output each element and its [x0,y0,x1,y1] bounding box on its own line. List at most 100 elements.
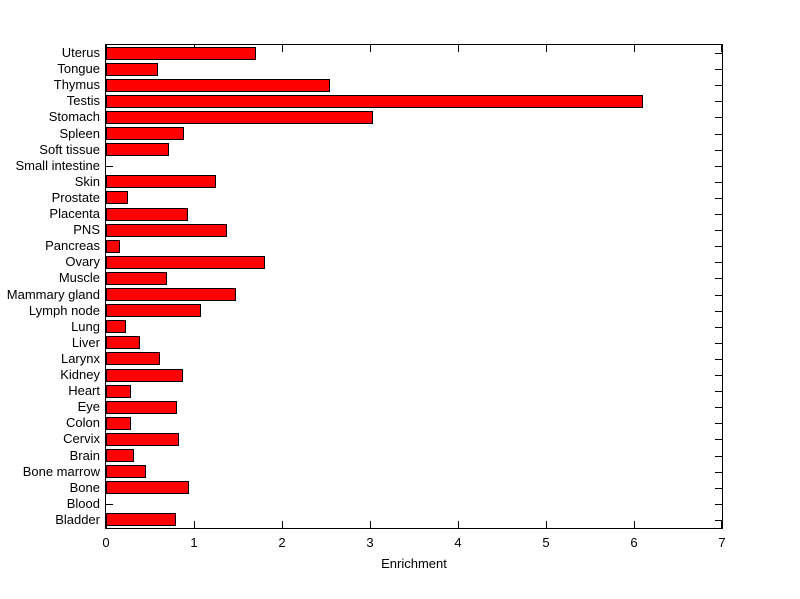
y-tick [715,278,722,279]
y-tick-label: Pancreas [45,238,100,253]
y-tick [715,472,722,473]
x-tick [282,521,283,528]
y-tick [715,117,722,118]
y-tick [715,488,722,489]
x-tick [721,45,722,52]
y-tick-label: Placenta [49,206,100,221]
bar [106,95,643,108]
x-tick [458,521,459,528]
y-tick-label: Lung [71,319,100,334]
bar [106,513,176,526]
y-tick-label: Cervix [63,431,100,446]
y-tick-label: Soft tissue [39,142,100,157]
y-tick-label: Ovary [65,254,100,269]
x-tick [546,521,547,528]
bar [106,449,134,462]
x-tick-label: 5 [542,535,550,550]
y-tick [715,262,722,263]
bar [106,143,169,156]
bar [106,320,126,333]
y-tick [715,182,722,183]
y-tick-label: Brain [69,448,100,463]
y-tick [715,423,722,424]
plot-area [105,44,723,529]
x-tick-label: 0 [102,535,110,550]
y-tick [715,439,722,440]
y-tick-label: Colon [66,415,100,430]
x-tick [721,521,722,528]
y-tick [715,53,722,54]
x-tick-label: 7 [718,535,726,550]
y-tick-label: Prostate [51,190,100,205]
bar [106,127,184,140]
x-tick-label: 6 [630,535,638,550]
y-tick [715,214,722,215]
bar [106,175,216,188]
y-tick [715,101,722,102]
y-tick-label: Thymus [53,77,100,92]
x-tick [370,45,371,52]
bar [106,288,236,301]
bar [106,433,179,446]
y-tick [715,504,722,505]
bar [106,191,128,204]
bar [106,352,160,365]
y-tick-label: PNS [73,222,100,237]
y-tick [715,407,722,408]
x-tick-label: 2 [278,535,286,550]
y-tick-label: Skin [74,174,100,189]
x-tick [458,45,459,52]
y-tick [715,150,722,151]
y-tick-label: Spleen [59,126,100,141]
x-tick [546,45,547,52]
bar [106,224,227,237]
bar [106,481,189,494]
x-tick [282,45,283,52]
bar [106,385,131,398]
bar [106,465,146,478]
y-tick [715,311,722,312]
bar [106,63,158,76]
x-tick-label: 4 [454,535,462,550]
bar [106,256,265,269]
y-tick [715,198,722,199]
y-tick [715,375,722,376]
x-tick [370,521,371,528]
y-tick [106,166,113,167]
y-tick-label: Testis [66,93,100,108]
y-tick [715,295,722,296]
y-tick [106,504,113,505]
bar [106,401,177,414]
y-tick-label: Mammary gland [6,287,100,302]
bar [106,304,201,317]
x-tick [194,521,195,528]
y-tick-label: Blood [66,496,100,511]
bar [106,369,183,382]
bar [106,417,131,430]
y-tick [715,520,722,521]
x-tick-label: 1 [190,535,198,550]
y-tick [715,456,722,457]
y-tick-label: Bladder [55,512,100,527]
y-tick-label: Larynx [60,351,100,366]
y-tick [715,391,722,392]
y-tick [715,85,722,86]
bar [106,272,167,285]
x-tick [634,521,635,528]
y-tick-label: Bone [69,480,100,495]
bar [106,240,120,253]
y-tick [715,69,722,70]
y-tick [715,327,722,328]
bar [106,111,373,124]
bar [106,79,330,92]
y-tick-label: Eye [77,399,100,414]
y-tick-label: Stomach [48,109,100,124]
y-tick [715,134,722,135]
y-tick [715,166,722,167]
y-tick [715,343,722,344]
x-axis-title: Enrichment [381,556,447,571]
y-tick [715,359,722,360]
x-tick [634,45,635,52]
y-tick-label: Muscle [58,270,100,285]
